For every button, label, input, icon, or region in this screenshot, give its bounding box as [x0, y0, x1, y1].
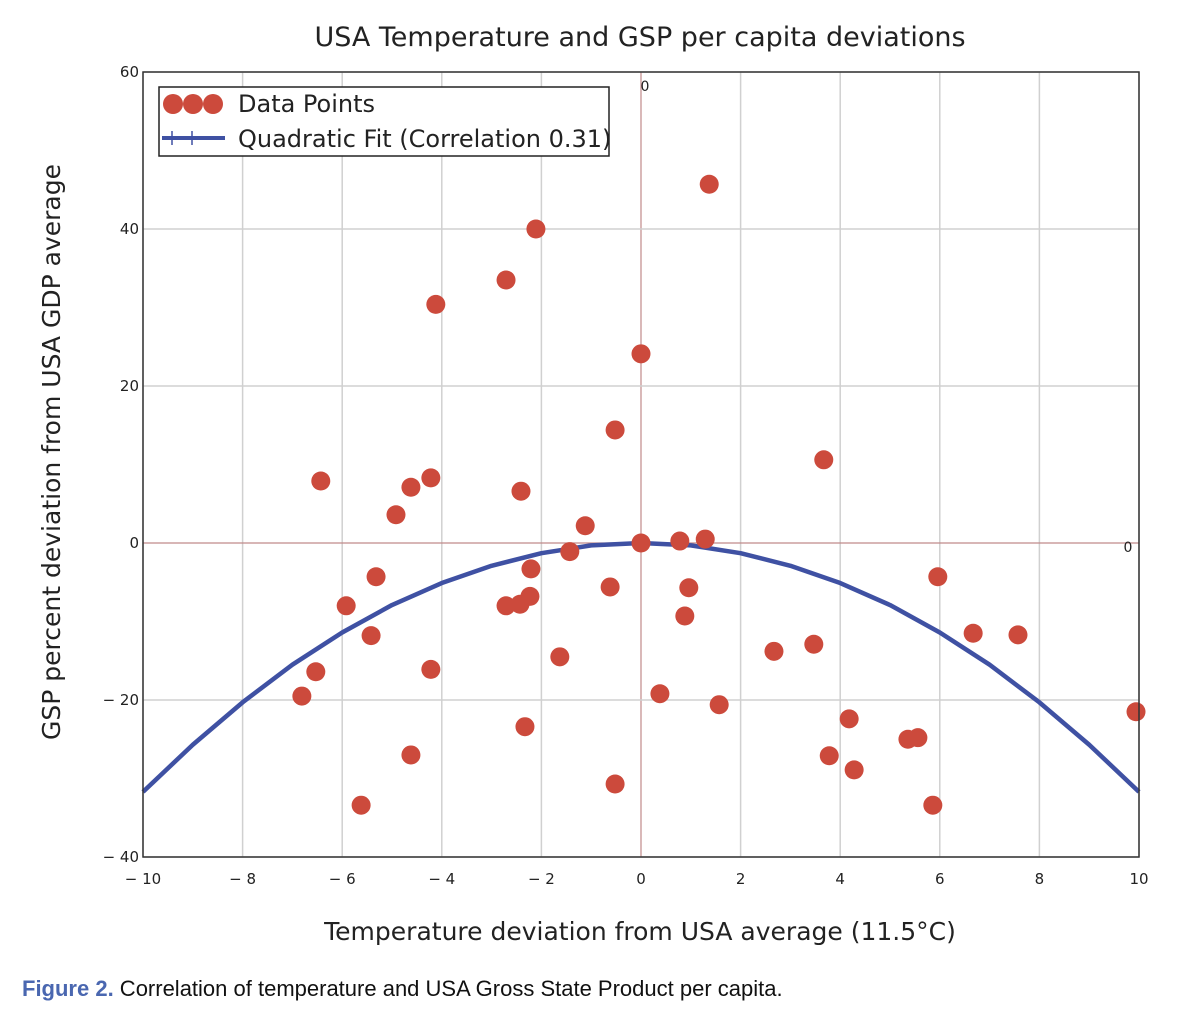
y-tick-label: 40	[120, 220, 139, 238]
data-point	[421, 468, 441, 488]
legend-label-fit: Quadratic Fit (Correlation 0.31)	[238, 125, 611, 153]
x-tick-label: 0	[636, 870, 646, 888]
legend-point-icon	[203, 94, 223, 114]
data-point	[550, 647, 570, 667]
data-point	[839, 709, 859, 729]
y-tick-label: 60	[120, 63, 139, 81]
data-point	[292, 686, 312, 706]
grid	[142, 71, 1140, 858]
data-point	[804, 634, 824, 654]
data-point	[695, 529, 715, 549]
legend-point-icon	[183, 94, 203, 114]
x-tick-label: − 8	[229, 870, 256, 888]
data-point	[699, 174, 719, 194]
x-tick-label: 2	[736, 870, 746, 888]
plot-frame	[142, 71, 1140, 858]
x-axis-label: Temperature deviation from USA average (…	[323, 917, 956, 946]
data-point	[679, 578, 699, 598]
x-tick-label: − 6	[329, 870, 356, 888]
x-tick-label: 6	[935, 870, 945, 888]
y-tick-label: 20	[120, 377, 139, 395]
data-point	[631, 533, 651, 553]
data-point	[1008, 625, 1028, 645]
data-point	[336, 596, 356, 616]
data-point	[526, 219, 546, 239]
data-point	[575, 516, 595, 536]
legend-label-points: Data Points	[238, 90, 375, 118]
x-tick-label: 4	[835, 870, 845, 888]
data-point	[814, 450, 834, 470]
data-point	[1126, 702, 1146, 722]
data-point	[560, 542, 580, 562]
legend-point-icon	[163, 94, 183, 114]
data-point	[844, 760, 864, 780]
data-point	[311, 471, 331, 491]
x-tick-label: − 10	[125, 870, 161, 888]
data-point	[631, 344, 651, 364]
data-point	[675, 606, 695, 626]
data-point	[496, 596, 516, 616]
data-point	[421, 659, 441, 679]
y-tick-label: − 20	[103, 691, 139, 709]
x-tick-label: − 2	[528, 870, 555, 888]
data-point	[306, 662, 326, 682]
data-point	[670, 531, 690, 551]
data-point	[650, 684, 670, 704]
data-point	[401, 477, 421, 497]
data-point	[515, 717, 535, 737]
data-points	[292, 174, 1146, 815]
data-point	[361, 626, 381, 646]
data-point	[963, 623, 983, 643]
legend: Data Points Quadratic Fit (Correlation 0…	[158, 86, 611, 157]
data-point	[923, 795, 943, 815]
data-point	[366, 567, 386, 587]
y-tick-label: − 40	[103, 848, 139, 866]
x-origin-label: 0	[1124, 540, 1133, 556]
figure-caption: Figure 2. Correlation of temperature and…	[22, 976, 783, 1002]
data-point	[351, 795, 371, 815]
data-point	[709, 695, 729, 715]
caption-label: Figure 2.	[22, 976, 114, 1001]
y-origin-label: 0	[641, 79, 650, 95]
data-point	[928, 567, 948, 587]
x-tick-label: − 4	[428, 870, 455, 888]
x-tick-label: 8	[1035, 870, 1045, 888]
data-point	[605, 420, 625, 440]
caption-text: Correlation of temperature and USA Gross…	[113, 976, 783, 1001]
data-point	[426, 294, 446, 314]
legend-box	[158, 86, 610, 157]
data-point	[386, 505, 406, 525]
chart-title: USA Temperature and GSP per capita devia…	[314, 22, 965, 53]
data-point	[401, 745, 421, 765]
x-tick-label: 10	[1129, 870, 1148, 888]
data-point	[819, 746, 839, 766]
data-point	[510, 594, 530, 614]
data-point	[605, 774, 625, 794]
data-point	[764, 641, 784, 661]
data-point	[496, 270, 516, 290]
y-tick-label: 0	[129, 534, 139, 552]
data-point	[908, 728, 928, 748]
data-point	[521, 559, 541, 579]
data-point	[511, 481, 531, 501]
data-point	[600, 577, 620, 597]
y-axis-label: GSP percent deviation from USA GDP avera…	[37, 164, 66, 740]
